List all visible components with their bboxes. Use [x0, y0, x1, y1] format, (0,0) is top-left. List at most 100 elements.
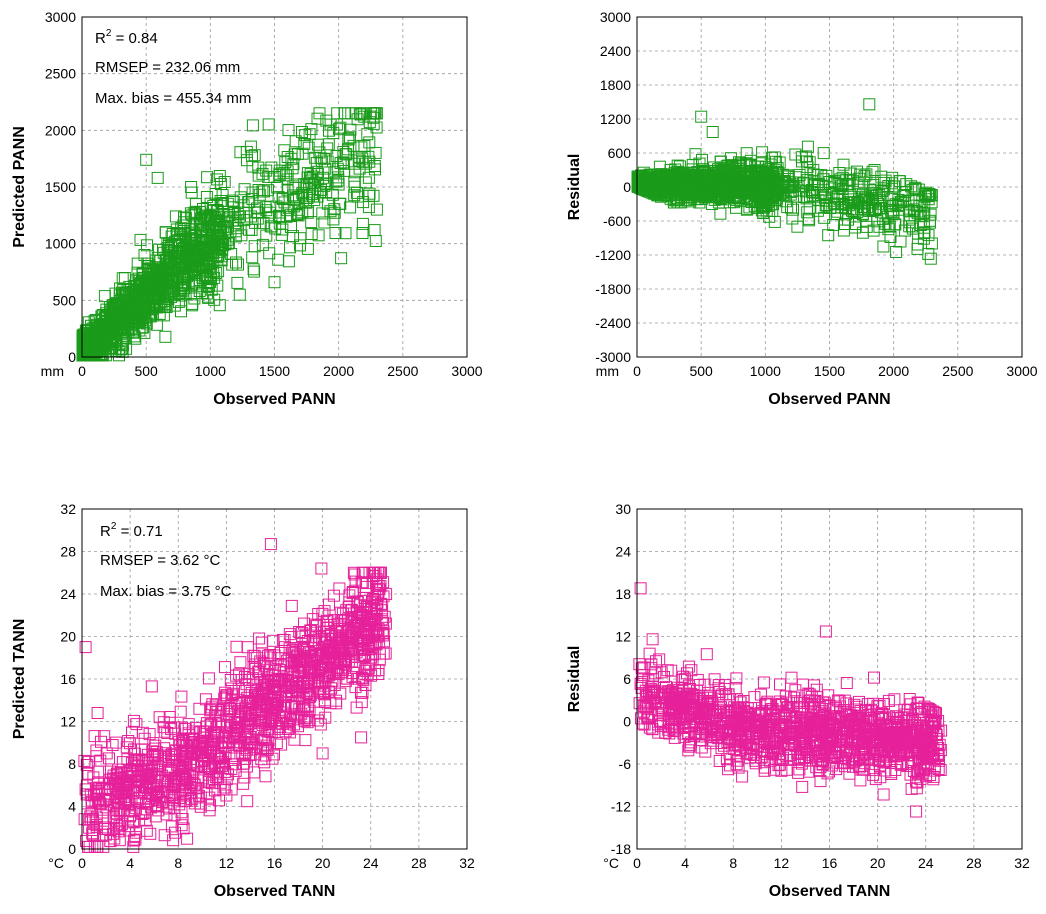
data-point	[126, 726, 138, 739]
data-point	[332, 174, 345, 187]
data-point	[169, 210, 182, 223]
data-point	[252, 161, 265, 174]
y-tick-label: 2500	[45, 66, 76, 82]
y-tick-label: 3000	[45, 9, 76, 25]
data-point	[248, 149, 261, 162]
maxbias-annotation-p3: Max. bias = 3.75 °C	[100, 583, 232, 600]
data-point	[134, 233, 147, 246]
x-axis-label-p2: Observed PANN	[768, 391, 890, 408]
data-point	[175, 806, 188, 819]
data-point	[837, 224, 850, 237]
data-point	[815, 189, 828, 201]
data-point	[839, 218, 851, 230]
data-point	[233, 288, 246, 301]
data-point	[369, 235, 382, 247]
data-point	[356, 227, 369, 239]
data-point	[292, 209, 305, 222]
data-point	[127, 302, 140, 315]
data-point	[181, 832, 194, 845]
data-point	[76, 341, 89, 354]
x-tick-label: 1500	[259, 363, 290, 379]
data-point	[801, 155, 813, 168]
data-point	[296, 188, 309, 201]
data-point	[117, 284, 130, 297]
data-point	[368, 224, 381, 237]
y-tick-label: 1000	[45, 236, 76, 252]
data-point	[286, 162, 299, 175]
data-point	[246, 119, 259, 132]
data-point	[260, 164, 273, 177]
data-point	[320, 177, 333, 190]
data-point	[866, 165, 879, 178]
data-point	[363, 189, 375, 202]
data-point	[807, 186, 820, 199]
data-point	[278, 144, 291, 157]
unit-label-p1: mm	[41, 363, 64, 379]
data-point	[262, 170, 275, 183]
data-point	[356, 152, 369, 165]
data-point	[299, 734, 312, 747]
x-tick-labels-p2: 0 500 1000 1500 2000 2500 3000	[633, 363, 1038, 379]
x-tick-label: 28	[411, 855, 427, 871]
data-point	[300, 196, 313, 209]
data-point	[150, 318, 163, 331]
plot-frame-p1	[81, 16, 468, 358]
data-point	[822, 229, 835, 242]
r2-value-p3: = 0.71	[116, 523, 162, 540]
y-tick-label: 0	[68, 349, 76, 365]
data-point	[221, 215, 234, 228]
x-tick-label: 2500	[942, 363, 973, 379]
x-tick-label: 0	[78, 363, 86, 379]
r2-base-p3: R	[100, 523, 111, 540]
data-point	[230, 256, 242, 269]
data-point	[312, 138, 325, 151]
data-point	[353, 162, 366, 175]
data-point	[282, 124, 295, 137]
data-point	[294, 232, 307, 245]
data-point	[160, 254, 173, 267]
data-point	[248, 240, 261, 253]
y-tick-label: 28	[60, 544, 76, 560]
data-point	[331, 107, 344, 120]
data-point	[179, 212, 192, 225]
data-point	[314, 718, 327, 731]
data-point	[801, 140, 814, 153]
data-point	[175, 690, 188, 703]
data-point	[348, 189, 361, 202]
data-point	[173, 270, 186, 283]
data-point	[339, 148, 352, 161]
data-point	[159, 261, 172, 274]
data-point	[176, 252, 189, 265]
data-point	[153, 275, 166, 288]
y-tick-label: -1800	[595, 281, 631, 297]
data-point	[259, 201, 272, 214]
x-tick-label: 20	[315, 855, 331, 871]
data-point	[318, 152, 331, 165]
x-axis-label-p1: Observed PANN	[213, 391, 335, 408]
data-point	[328, 166, 341, 179]
data-point	[282, 255, 295, 268]
data-point	[113, 349, 125, 362]
data-point	[246, 186, 259, 199]
data-point	[200, 287, 213, 300]
data-point	[268, 276, 281, 289]
data-point	[259, 770, 272, 783]
data-point	[276, 223, 289, 236]
data-point	[88, 344, 101, 357]
data-point	[860, 168, 873, 181]
data-point	[144, 827, 157, 840]
data-point	[315, 562, 328, 575]
data-point	[241, 795, 254, 808]
x-tick-label: 1000	[195, 363, 226, 379]
y-tick-label: 8	[68, 756, 76, 772]
data-point	[263, 247, 276, 260]
data-point	[231, 222, 244, 235]
data-point	[136, 306, 149, 319]
data-point	[238, 214, 251, 227]
data-point	[183, 246, 196, 259]
data-point	[213, 170, 226, 182]
data-point	[359, 176, 372, 189]
y-tick-label: 2000	[45, 122, 76, 138]
